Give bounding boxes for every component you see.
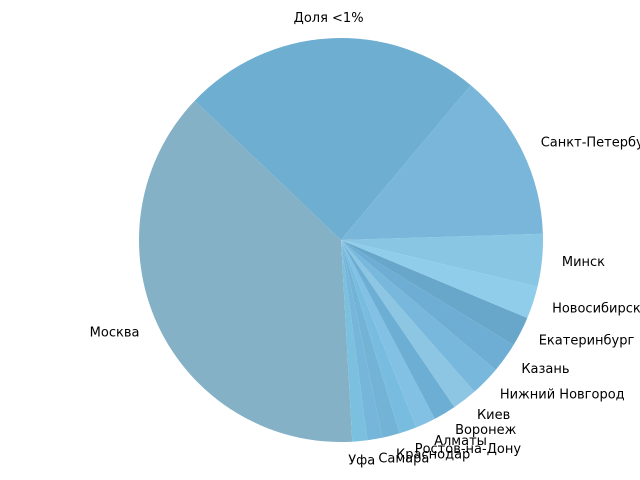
pie-slice-новосибирск xyxy=(341,240,538,319)
pie-label-самара: Самара xyxy=(378,451,429,466)
pie-label-санкт-петербург: Санкт-Петербург xyxy=(541,136,640,151)
pie-label-киев: Киев xyxy=(477,408,510,423)
pie-slice-минск xyxy=(341,233,543,287)
pie-label-москва: Москва xyxy=(90,326,140,341)
pie-label-казань: Казань xyxy=(521,362,569,377)
pie-label-краснодар: Краснодар xyxy=(396,448,470,463)
pie-slice-алматы xyxy=(341,240,435,428)
pie-label-екатеринбург: Екатеринбург xyxy=(539,333,635,348)
pie-label-алматы: Алматы xyxy=(434,434,487,449)
pie-slice-екатеринбург xyxy=(341,240,528,346)
pie-slices xyxy=(139,38,543,443)
pie-label-ростов-на-дону: Ростов-на-Дону xyxy=(415,442,522,457)
pie-slice-краснодар xyxy=(341,240,400,438)
pie-slice-воронеж xyxy=(341,240,455,419)
pie-slice-санкт-петербург xyxy=(341,85,543,240)
pie-label-воронеж: Воронеж xyxy=(455,423,517,438)
pie-slice-киев xyxy=(341,240,475,408)
pie-slice-нижний-новгород xyxy=(341,240,496,392)
pie-slice-казань xyxy=(341,240,514,370)
pie-label-доля-1: Доля <1% xyxy=(294,11,364,26)
pie-slice-уфа xyxy=(341,240,368,442)
pie-slice-москва xyxy=(139,100,353,443)
pie-label-уфа: Уфа xyxy=(348,454,375,469)
pie-label-минск: Минск xyxy=(562,255,605,270)
pie-label-новосибирск: Новосибирск xyxy=(552,301,640,316)
pie-label-нижний-новгород: Нижний Новгород xyxy=(500,388,625,403)
pie-labels: Доля <1% Москва Уфа СамараКраснодарРостов-н… xyxy=(90,11,640,469)
pie-slice-ростов-на-дону xyxy=(341,240,417,434)
pie-slice-доля-1 xyxy=(194,38,471,241)
pie-slice-самара xyxy=(341,240,383,441)
